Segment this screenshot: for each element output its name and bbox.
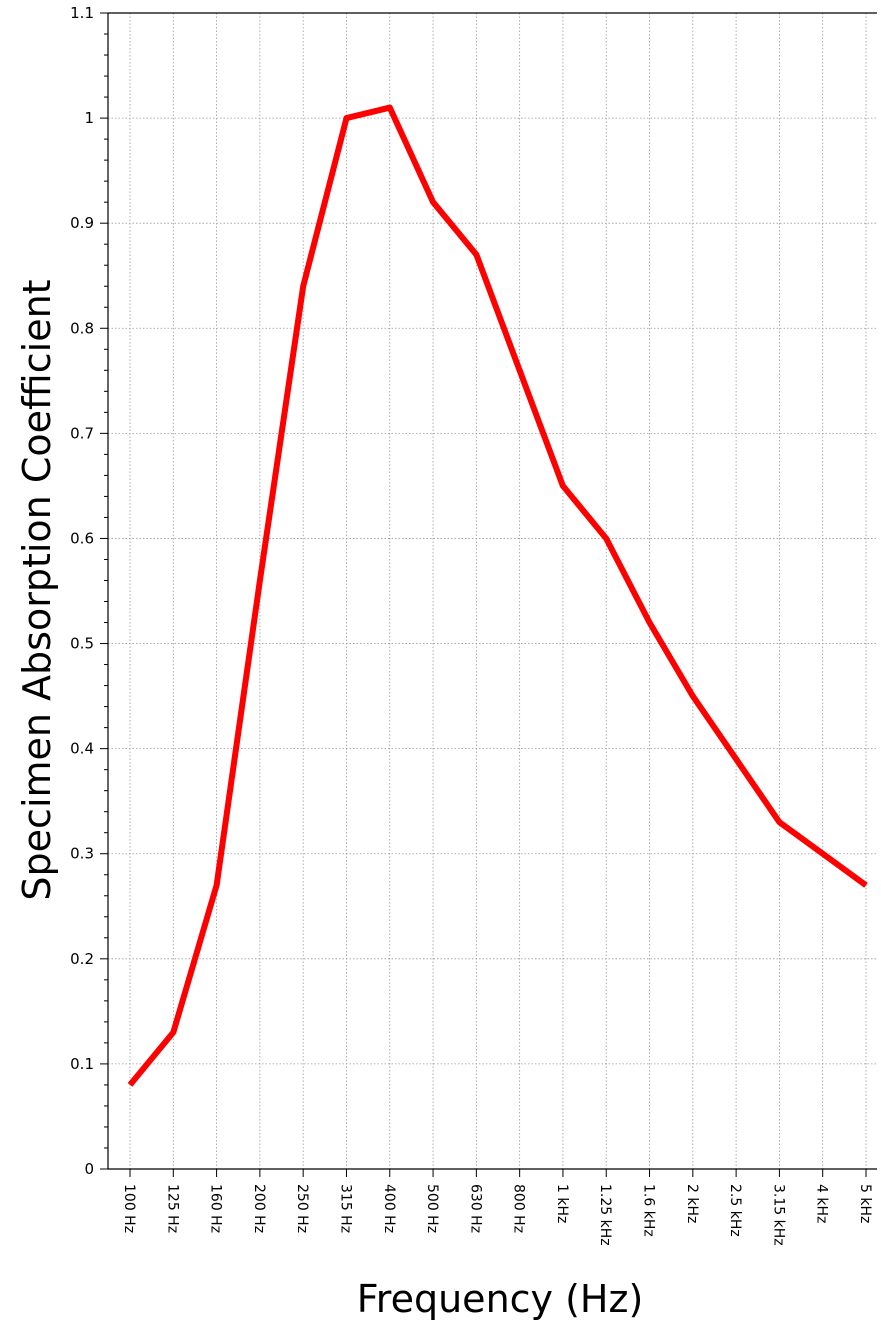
- x-tick-label: 1 kHz: [554, 1184, 570, 1223]
- x-tick-label: 125 Hz: [164, 1184, 180, 1233]
- x-tick-label: 1.6 kHz: [641, 1184, 657, 1237]
- y-tick-label: 0: [84, 1160, 94, 1178]
- y-tick-label: 0.1: [70, 1055, 94, 1073]
- x-tick-label: 3.15 kHz: [770, 1184, 786, 1246]
- x-tick-label: 160 Hz: [208, 1184, 224, 1233]
- x-tick-label: 630 Hz: [467, 1184, 483, 1233]
- series-layer: [127, 104, 868, 1087]
- x-tick-label: 2 kHz: [684, 1184, 700, 1223]
- x-tick-label: 315 Hz: [337, 1184, 353, 1233]
- x-tick-label: 250 Hz: [294, 1184, 310, 1233]
- y-tick-label: 0.7: [70, 424, 94, 442]
- y-axis-title: Specimen Absorption Coefficient: [15, 279, 59, 900]
- x-tick-label: 1.25 kHz: [597, 1184, 613, 1246]
- axes: [107, 12, 877, 1170]
- x-tick-label: 500 Hz: [424, 1184, 440, 1233]
- y-tick-label: 0.8: [70, 319, 94, 337]
- grid: [108, 12, 877, 1170]
- y-tick-label: 0.9: [70, 214, 94, 232]
- x-axis-title: Frequency (Hz): [357, 1277, 644, 1321]
- y-tick-label: 0.3: [70, 845, 94, 863]
- x-tick-label: 4 kHz: [814, 1184, 830, 1223]
- series-line-0: [127, 104, 868, 1087]
- y-tick-label: 1: [84, 109, 94, 127]
- x-tick-label: 400 Hz: [381, 1184, 397, 1233]
- x-tick-label: 100 Hz: [121, 1184, 137, 1233]
- y-tick-label: 0.6: [70, 529, 94, 547]
- ticks: 0 0.1 0.2 0.3 0.4 0.5 0.6 0.7 0.8 0.9 1 1.1 100 Hz 12…: [70, 4, 873, 1246]
- y-tick-label: 0.2: [70, 950, 94, 968]
- y-tick-label: 1.1: [70, 4, 94, 22]
- y-tick-label: 0.4: [70, 740, 94, 758]
- x-tick-label: 200 Hz: [251, 1184, 267, 1233]
- x-tick-label: 800 Hz: [511, 1184, 527, 1233]
- x-tick-label: 2.5 kHz: [727, 1184, 743, 1237]
- x-tick-label: 5 kHz: [857, 1184, 873, 1223]
- y-tick-label: 0.5: [70, 635, 94, 653]
